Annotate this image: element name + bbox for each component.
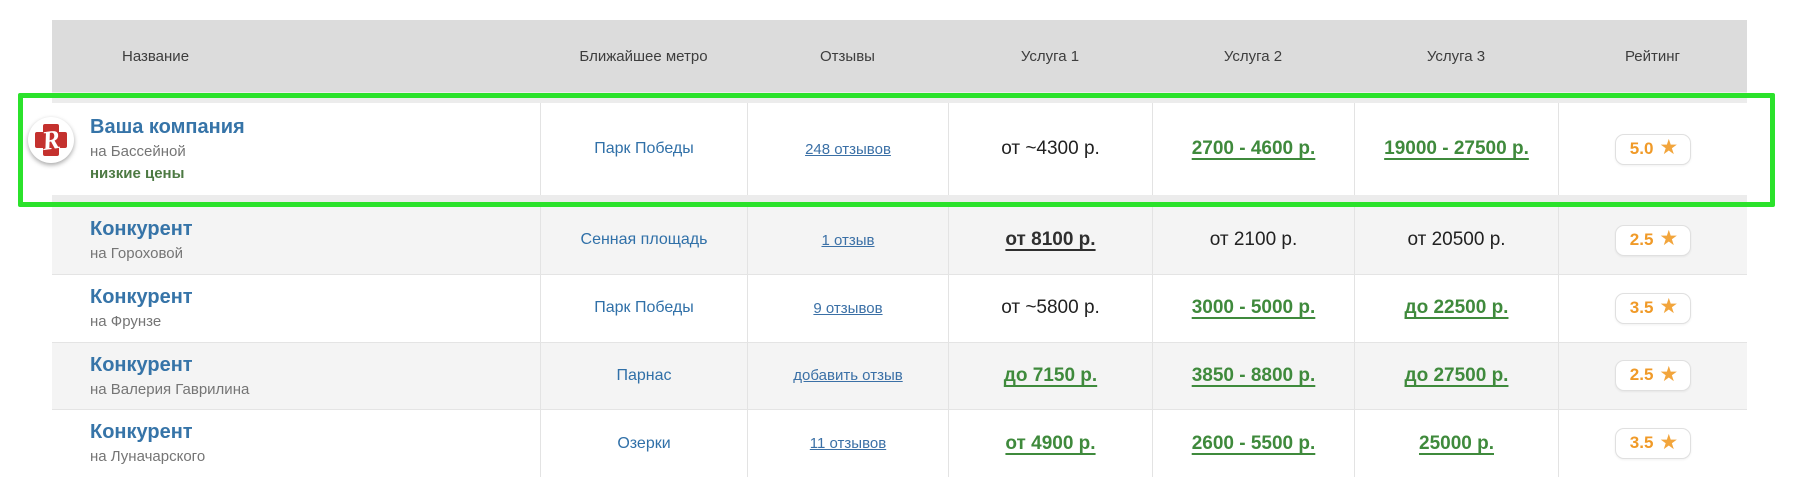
metro-label: Парк Победы [594,299,694,317]
header-reviews: Отзывы [820,47,875,65]
header-rating: Рейтинг [1624,47,1681,65]
service3-price-link[interactable]: до 22500 р. [1404,297,1509,319]
metro-label: Озерки [617,434,671,452]
service1-price: от ~4300 р. [1001,138,1100,159]
star-icon: ★ [1659,227,1679,251]
metro-label: Сенная площадь [580,231,708,249]
company-name-link[interactable]: Конкурент [90,353,193,376]
service1-price: от ~5800 р. [1001,297,1100,319]
service2-price-link[interactable]: 3000 - 5000 р. [1191,297,1316,319]
rating-badge: 5.0 ★ [1614,133,1692,165]
company-name-link[interactable]: Конкурент [90,218,193,240]
add-review-link[interactable]: добавить отзыв [793,367,903,385]
service1-price-link[interactable]: от 8100 р. [1005,229,1096,251]
table-row-competitor-2: Конкурент на Фрунзе Парк Победы 9 отзыво… [52,273,1747,342]
rating-badge: 2.5 ★ [1614,224,1692,256]
company-address: на Луначарского [90,448,206,466]
rating-value: 3.5 [1629,297,1654,317]
gap-strip [52,195,1747,207]
table-row-your-company: R Ваша компания на Бассейной низкие цены… [28,103,1747,195]
service3-price-link[interactable]: 25000 р. [1419,432,1494,454]
comparison-table: Название Ближайшее метро Отзывы Услуга 1… [28,20,1747,477]
service2-price-link[interactable]: 2700 - 4600 р. [1191,138,1316,159]
table-row-competitor-3: Конкурент на Валерия Гаврилина Парнас до… [52,341,1747,410]
company-logo-icon: R [28,117,74,163]
rating-badge: 3.5 ★ [1614,292,1692,324]
reviews-link[interactable]: 248 отзывов [805,140,891,158]
service3-price-link[interactable]: до 27500 р. [1404,364,1509,386]
company-address: на Валерия Гаврилина [90,380,250,398]
metro-label: Парнас [616,366,672,384]
star-icon: ★ [1659,430,1679,454]
star-icon: ★ [1659,362,1679,386]
service1-price-link[interactable]: до 7150 р. [1003,364,1098,386]
header-service3: Услуга 3 [1426,47,1486,65]
header-metro: Ближайшее метро [579,47,708,65]
star-icon: ★ [1659,295,1679,319]
company-name-link[interactable]: Конкурент [90,421,193,444]
reviews-link[interactable]: 1 отзыв [821,231,875,249]
rating-value: 2.5 [1629,229,1654,249]
gap-strip [52,92,1747,103]
reviews-link[interactable]: 11 отзывов [809,435,887,453]
company-name-link[interactable]: Конкурент [90,285,193,308]
company-address: на Гороховой [90,245,183,262]
header-service2: Услуга 2 [1223,47,1283,65]
header-service1: Услуга 1 [1020,47,1080,65]
service1-price-link[interactable]: от 4900 р. [1005,432,1096,454]
table-row-competitor-4: Конкурент на Луначарского Озерки 11 отзы… [52,409,1747,477]
company-name-link[interactable]: Ваша компания [90,115,245,138]
rating-value: 2.5 [1629,365,1654,385]
company-address: на Фрунзе [90,312,162,330]
rating-value: 3.5 [1629,433,1654,453]
metro-label: Парк Победы [594,140,694,157]
logo-letter: R [39,123,62,156]
service2-price-link[interactable]: 3850 - 8800 р. [1191,364,1316,386]
service2-price: от 2100 р. [1209,229,1298,251]
company-cell: R Ваша компания на Бассейной низкие цены [28,103,540,195]
header-name: Название [122,47,190,65]
rating-value: 5.0 [1629,138,1654,158]
service3-price-link[interactable]: 19000 - 27500 р. [1384,138,1529,159]
table-row-competitor-1: Конкурент на Гороховой Сенная площадь 1 … [52,207,1747,274]
table-header-row: Название Ближайшее метро Отзывы Услуга 1… [52,20,1747,92]
rating-badge: 3.5 ★ [1614,428,1692,460]
star-icon: ★ [1659,136,1679,159]
company-address: на Бассейной [90,142,186,160]
reviews-link[interactable]: 9 отзывов [813,299,883,317]
logo-cross-horizontal [35,132,67,148]
company-note: низкие цены [90,164,185,182]
service2-price-link[interactable]: 2600 - 5500 р. [1191,432,1316,454]
service3-price: от 20500 р. [1407,229,1506,251]
rating-badge: 2.5 ★ [1614,360,1692,392]
